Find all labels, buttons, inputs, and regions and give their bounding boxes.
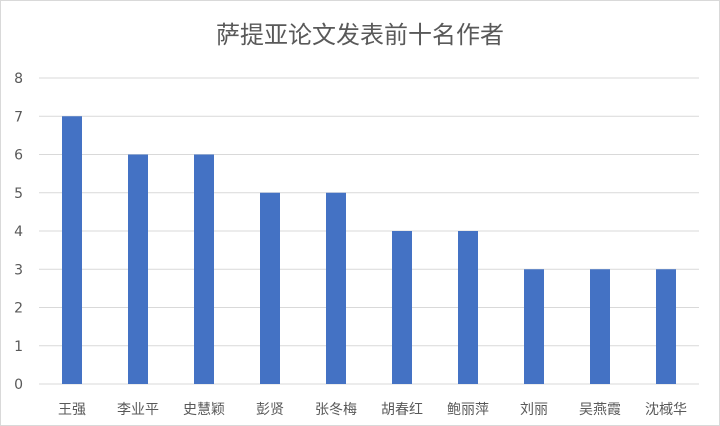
- bar: [590, 269, 610, 384]
- y-tick-label: 2: [14, 301, 23, 317]
- y-tick-label: 4: [14, 224, 23, 240]
- bar: [656, 269, 676, 384]
- x-tick-label: 刘丽: [520, 402, 548, 418]
- x-tick-label: 彭贤: [256, 402, 284, 418]
- y-tick-label: 6: [14, 148, 23, 164]
- y-tick-label: 1: [14, 339, 23, 355]
- bar: [194, 154, 214, 384]
- x-tick-label: 王强: [58, 402, 86, 418]
- bar: [458, 231, 478, 384]
- y-tick-label: 0: [14, 377, 23, 393]
- y-tick-label: 5: [14, 186, 23, 202]
- bar: [260, 192, 280, 384]
- y-tick-label: 7: [14, 109, 23, 125]
- bar: [326, 192, 346, 384]
- x-tick-label: 吴燕霞: [579, 402, 621, 418]
- x-tick-label: 史慧颖: [183, 402, 225, 418]
- x-tick-label: 沈棫华: [645, 402, 687, 418]
- bar: [392, 231, 412, 384]
- y-tick-label: 3: [14, 262, 23, 278]
- x-tick-label: 张冬梅: [315, 402, 357, 418]
- bar: [128, 154, 148, 384]
- x-tick-label: 李业平: [117, 402, 159, 418]
- bar: [524, 269, 544, 384]
- x-tick-label: 胡春红: [381, 402, 423, 418]
- bar: [62, 116, 82, 384]
- chart-title: 萨提亚论文发表前十名作者: [216, 21, 504, 49]
- x-tick-label: 鲍丽萍: [447, 402, 489, 418]
- y-tick-label: 8: [14, 71, 23, 87]
